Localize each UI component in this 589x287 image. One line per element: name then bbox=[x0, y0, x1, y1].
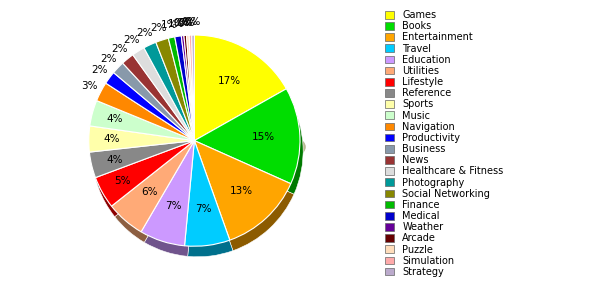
Text: 2%: 2% bbox=[91, 65, 108, 75]
Text: 17%: 17% bbox=[217, 76, 240, 86]
Wedge shape bbox=[194, 35, 286, 141]
Legend: Games, Books, Entertainment, Travel, Education, Utilities, Lifestyle, Reference,: Games, Books, Entertainment, Travel, Edu… bbox=[385, 10, 504, 277]
Wedge shape bbox=[114, 63, 194, 141]
Wedge shape bbox=[189, 35, 194, 141]
Wedge shape bbox=[111, 141, 194, 232]
Text: 0%: 0% bbox=[182, 18, 198, 28]
Text: 0%: 0% bbox=[179, 18, 195, 28]
Wedge shape bbox=[93, 111, 197, 151]
Wedge shape bbox=[181, 36, 194, 141]
Wedge shape bbox=[109, 83, 197, 151]
Text: 3%: 3% bbox=[81, 81, 98, 91]
Text: 2%: 2% bbox=[136, 28, 153, 38]
Wedge shape bbox=[98, 151, 197, 217]
Text: 7%: 7% bbox=[194, 204, 211, 214]
Text: 4%: 4% bbox=[107, 114, 123, 124]
Wedge shape bbox=[133, 48, 194, 141]
Wedge shape bbox=[106, 73, 194, 141]
Wedge shape bbox=[115, 151, 197, 243]
Wedge shape bbox=[147, 53, 197, 151]
Text: 13%: 13% bbox=[230, 186, 253, 196]
Text: 15%: 15% bbox=[252, 132, 274, 142]
Wedge shape bbox=[194, 89, 300, 184]
Wedge shape bbox=[92, 136, 197, 163]
Wedge shape bbox=[187, 35, 194, 141]
Text: 5%: 5% bbox=[114, 176, 131, 186]
Wedge shape bbox=[175, 36, 194, 141]
Wedge shape bbox=[89, 126, 194, 152]
Text: 0%: 0% bbox=[185, 17, 201, 27]
Wedge shape bbox=[188, 151, 233, 257]
Wedge shape bbox=[97, 83, 194, 141]
Wedge shape bbox=[184, 35, 194, 141]
Ellipse shape bbox=[90, 120, 306, 174]
Text: 0%: 0% bbox=[176, 18, 192, 28]
Text: 2%: 2% bbox=[123, 35, 140, 45]
Text: 6%: 6% bbox=[141, 187, 158, 197]
Wedge shape bbox=[136, 58, 197, 151]
Wedge shape bbox=[117, 74, 197, 151]
Wedge shape bbox=[178, 46, 197, 151]
Wedge shape bbox=[195, 46, 197, 151]
Text: 1%: 1% bbox=[168, 19, 184, 29]
Wedge shape bbox=[184, 46, 197, 151]
Wedge shape bbox=[194, 141, 291, 240]
Wedge shape bbox=[171, 47, 197, 151]
Wedge shape bbox=[100, 94, 197, 151]
Wedge shape bbox=[144, 42, 194, 141]
Wedge shape bbox=[192, 46, 197, 151]
Wedge shape bbox=[90, 141, 194, 178]
Text: 4%: 4% bbox=[104, 134, 120, 144]
Wedge shape bbox=[126, 65, 197, 151]
Wedge shape bbox=[187, 46, 197, 151]
Text: 7%: 7% bbox=[165, 201, 181, 211]
Text: 2%: 2% bbox=[111, 44, 128, 54]
Wedge shape bbox=[190, 46, 197, 151]
Wedge shape bbox=[156, 38, 194, 141]
Text: 4%: 4% bbox=[106, 155, 123, 165]
Wedge shape bbox=[144, 151, 197, 256]
Wedge shape bbox=[197, 46, 290, 151]
Wedge shape bbox=[92, 151, 197, 188]
Wedge shape bbox=[192, 35, 194, 141]
Wedge shape bbox=[123, 55, 194, 141]
Text: 2%: 2% bbox=[101, 54, 117, 64]
Wedge shape bbox=[197, 151, 294, 251]
Wedge shape bbox=[159, 49, 197, 151]
Text: 2%: 2% bbox=[150, 23, 167, 33]
Text: 0%: 0% bbox=[173, 18, 189, 28]
Wedge shape bbox=[95, 141, 194, 206]
Wedge shape bbox=[197, 99, 303, 194]
Wedge shape bbox=[168, 37, 194, 141]
Wedge shape bbox=[141, 141, 194, 246]
Text: 1%: 1% bbox=[161, 20, 177, 30]
Wedge shape bbox=[184, 141, 230, 246]
Wedge shape bbox=[90, 100, 194, 141]
